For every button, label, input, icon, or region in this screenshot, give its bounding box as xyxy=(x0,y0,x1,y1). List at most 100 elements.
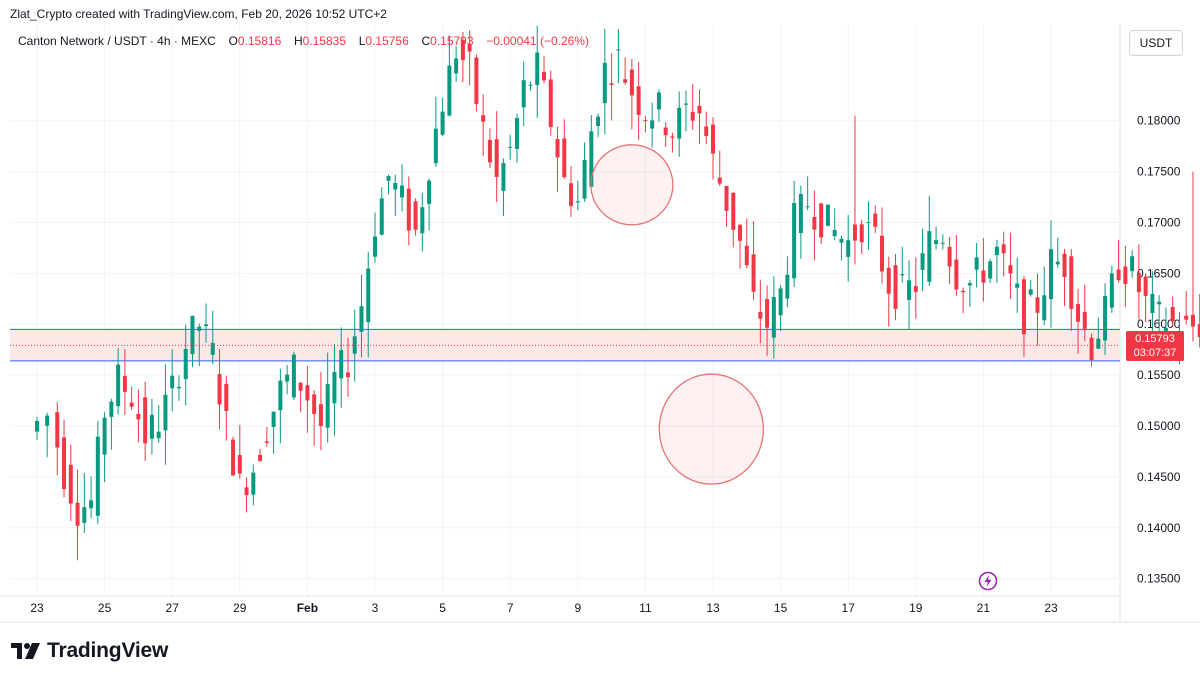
candle-body xyxy=(589,131,594,187)
y-tick-label: 0.17000 xyxy=(1137,215,1181,229)
candle-body xyxy=(460,39,465,60)
candle-body xyxy=(35,421,39,432)
candle-body xyxy=(217,374,222,405)
candle-body xyxy=(1082,311,1087,329)
candle-body xyxy=(1190,314,1195,327)
candle-body xyxy=(163,394,168,431)
candle-body xyxy=(683,103,688,105)
candle-body xyxy=(602,62,607,104)
candle-body xyxy=(68,464,73,504)
candle-body xyxy=(345,372,350,378)
candle-body xyxy=(176,386,181,389)
candle-body xyxy=(156,431,161,439)
candle-body xyxy=(352,336,357,354)
candle-body xyxy=(447,65,452,116)
candle-body xyxy=(454,58,459,74)
candle-body xyxy=(1184,315,1189,320)
candle-body xyxy=(961,290,966,293)
candle-body xyxy=(798,194,803,234)
candle-body xyxy=(954,259,959,290)
candle-body xyxy=(501,163,506,191)
candle-body xyxy=(1042,295,1047,321)
candle-body xyxy=(886,267,891,294)
candle-body xyxy=(1123,266,1128,284)
candle-body xyxy=(974,257,979,270)
x-tick-label: 3 xyxy=(372,601,379,615)
candle-body xyxy=(291,354,296,398)
x-tick-label: 15 xyxy=(774,601,788,615)
candle-body xyxy=(258,454,263,462)
candle-body xyxy=(643,120,648,122)
currency-button[interactable]: USDT xyxy=(1129,30,1183,56)
candle-body xyxy=(285,374,290,382)
candle-body xyxy=(271,411,276,427)
candle-body xyxy=(1096,338,1101,349)
bar-countdown: 03:07:37 xyxy=(1133,347,1177,359)
candle-body xyxy=(839,238,844,243)
candle-body xyxy=(670,136,675,138)
candle-body xyxy=(224,383,229,411)
candle-body xyxy=(1055,261,1060,265)
candle-body xyxy=(542,71,546,81)
candle-body xyxy=(440,111,445,135)
candle-body xyxy=(467,43,472,52)
close-label: C xyxy=(421,34,431,48)
x-tick-label: 29 xyxy=(233,601,247,615)
attribution-text: Zlat_Crypto created with TradingView.com… xyxy=(10,7,387,21)
candle-body xyxy=(744,245,749,266)
candle-body xyxy=(859,224,864,243)
candle-body xyxy=(1109,273,1114,308)
candle-body xyxy=(778,288,783,316)
candle-body xyxy=(332,371,337,404)
candle-body xyxy=(1021,279,1026,335)
candle-body xyxy=(907,280,912,301)
candle-body xyxy=(656,92,661,110)
y-tick-label: 0.14000 xyxy=(1137,521,1181,535)
candle-body xyxy=(1197,324,1200,338)
candle-body xyxy=(1069,256,1074,309)
candle-body xyxy=(940,242,945,244)
y-tick-label: 0.14500 xyxy=(1137,470,1181,484)
candle-body xyxy=(373,236,377,257)
lightning-icon[interactable] xyxy=(978,571,998,591)
candle-body xyxy=(386,176,391,181)
candle-body xyxy=(82,507,87,523)
candle-body xyxy=(528,84,533,86)
candle-body xyxy=(562,138,567,178)
candle-body xyxy=(55,412,60,448)
y-tick-label: 0.16500 xyxy=(1137,266,1181,280)
candle-body xyxy=(325,384,330,428)
x-tick-label: 9 xyxy=(574,601,581,615)
candle-body xyxy=(474,57,479,104)
candle-body xyxy=(1157,301,1162,305)
candle-body xyxy=(623,79,628,83)
candle-body xyxy=(143,397,148,444)
y-tick-label: 0.15500 xyxy=(1137,368,1181,382)
candle-body xyxy=(406,188,411,231)
candle-body xyxy=(312,394,317,414)
x-tick-label: 19 xyxy=(909,601,923,615)
candle-body xyxy=(792,202,797,279)
candle-body xyxy=(981,270,986,283)
symbol-label[interactable]: Canton Network / USDT · 4h · MEXC xyxy=(18,34,216,48)
y-tick-label: 0.15000 xyxy=(1137,419,1181,433)
close-value: 0.15793 xyxy=(430,34,474,48)
candle-body xyxy=(697,105,702,114)
chart-legend: Canton Network / USDT · 4h · MEXC O0.158… xyxy=(18,34,589,48)
candle-body xyxy=(575,201,580,203)
candle-body xyxy=(1103,295,1108,341)
candle-body xyxy=(508,146,513,148)
candle-body xyxy=(724,185,729,211)
candle-body xyxy=(650,120,655,129)
candle-body xyxy=(812,217,817,230)
low-label: L xyxy=(358,34,366,48)
candle-body xyxy=(481,115,486,122)
candle-body xyxy=(379,198,384,235)
candle-body xyxy=(521,80,526,108)
candle-body xyxy=(197,326,202,331)
tradingview-logo[interactable]: TradingView xyxy=(11,639,168,663)
candle-body xyxy=(89,500,94,509)
candle-body xyxy=(129,402,134,407)
candle-body xyxy=(278,380,283,411)
